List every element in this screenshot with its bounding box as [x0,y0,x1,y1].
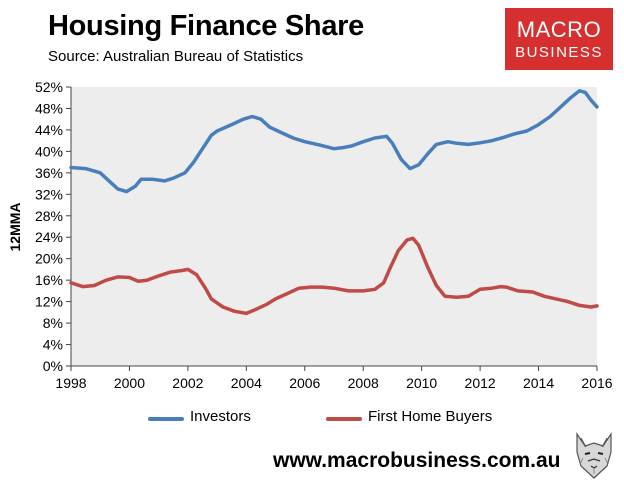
y-tick-label: 20% [35,251,63,267]
series-line-first-home-buyers [69,236,599,316]
y-tick-label: 40% [35,143,63,159]
x-tick-label: 2008 [348,375,379,391]
y-tick-label: 28% [35,208,63,224]
footer-url: www.macrobusiness.com.au [273,449,561,472]
x-tick-label: 2000 [114,375,145,391]
legend-swatch-investors [148,417,184,421]
series-line-investors [69,89,599,194]
y-tick-label: 16% [35,272,63,288]
y-tick-label: 24% [35,229,63,245]
x-tick-label: 2004 [231,375,262,391]
x-tick-label: 2016 [581,375,612,391]
y-tick-label: 0% [43,358,63,374]
x-tick-label: 2014 [523,375,554,391]
x-tick-label: 2012 [465,375,496,391]
y-tick-label: 32% [35,186,63,202]
chart-source: Source: Australian Bureau of Statistics [48,48,304,65]
plot-area [71,87,597,366]
y-tick-label: 52% [35,79,63,95]
y-tick-label: 8% [43,315,63,331]
y-tick-label: 12% [35,294,63,310]
series-layer [69,89,599,316]
legend-swatch-first-home-buyers [326,417,362,421]
line-chart: 0% 4% 8% 12% 16% 20% 24% 28% 32% 36% 40% 44% 48% 52% 1… [7,79,613,391]
logo-line-2: BUSINESS [515,44,603,61]
axes: 0% 4% 8% 12% 16% 20% 24% 28% 32% 36% 40% 44% 48% 52% 1… [35,79,613,391]
x-tick-label: 2010 [406,375,437,391]
legend-label-investors: Investors [190,408,251,425]
logo-line-1: MACRO [516,17,602,42]
legend: Investors First Home Buyers [148,408,608,428]
wolf-mascot-icon [571,430,617,482]
macrobusiness-logo: MACRO BUSINESS [505,8,613,70]
y-axis-label: 12MMA [7,202,23,251]
legend-label-first-home-buyers: First Home Buyers [368,408,493,425]
x-tick-label: 2006 [289,375,320,391]
y-tick-label: 44% [35,122,63,138]
y-tick-label: 36% [35,165,63,181]
x-tick-label: 1998 [55,375,86,391]
y-tick-label: 48% [35,100,63,116]
y-tick-label: 4% [43,337,63,353]
x-tick-label: 2002 [172,375,203,391]
chart-title: Housing Finance Share [48,10,364,42]
